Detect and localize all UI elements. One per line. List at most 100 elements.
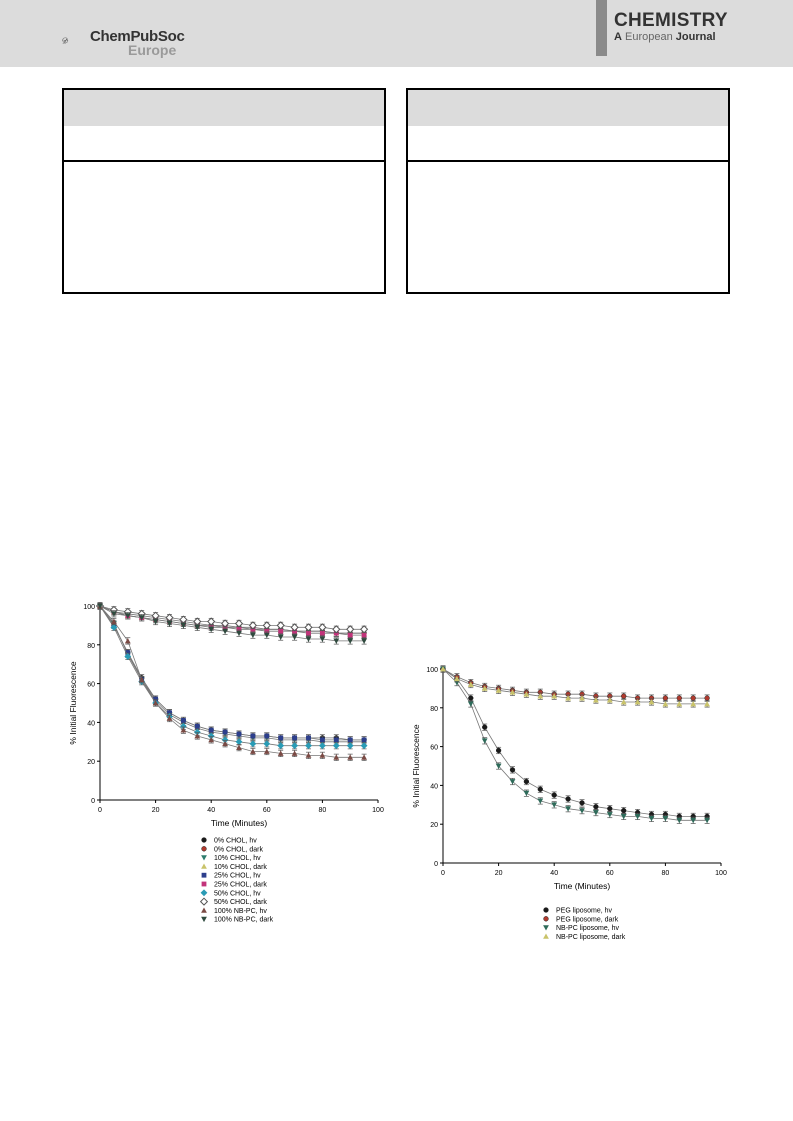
data-point (124, 638, 131, 644)
data-point (662, 701, 669, 707)
data-point (347, 632, 353, 638)
data-point (277, 634, 284, 640)
data-point (305, 752, 312, 758)
data-point (208, 727, 214, 733)
publisher-name: ChemPubSoc (90, 28, 185, 45)
data-point (579, 695, 585, 701)
data-point (360, 742, 368, 750)
data-point (704, 695, 710, 701)
series-1 (440, 665, 710, 702)
data-point (236, 626, 242, 632)
data-point (634, 699, 641, 705)
series-1 (97, 602, 367, 637)
data-point (676, 695, 682, 701)
data-point (152, 700, 159, 706)
legend-label: 0% CHOL, hv (214, 838, 257, 845)
data-point (593, 697, 599, 703)
data-point (606, 697, 613, 703)
data-point (593, 804, 599, 810)
data-point (306, 735, 311, 741)
data-point (495, 763, 502, 769)
data-point (138, 615, 145, 621)
data-point (276, 621, 285, 630)
data-point (523, 778, 530, 785)
series-9 (97, 602, 367, 645)
data-point (180, 623, 187, 629)
y-tick-label: 40 (430, 783, 438, 790)
data-point (467, 701, 474, 707)
data-point (194, 624, 201, 631)
data-point (166, 715, 173, 721)
data-point (305, 636, 312, 642)
journal-a: A (614, 31, 622, 43)
data-point (509, 689, 516, 695)
series-0 (440, 665, 710, 820)
data-point (138, 676, 145, 683)
data-point (333, 737, 339, 743)
legend-label: 25% CHOL, hv (214, 873, 261, 880)
data-point (207, 617, 216, 626)
data-point (648, 815, 655, 822)
panel-divider (408, 160, 728, 162)
data-point (220, 619, 230, 628)
data-point (222, 740, 228, 747)
data-point (263, 740, 271, 748)
data-point (607, 806, 613, 812)
data-point (523, 691, 530, 697)
data-point (236, 731, 242, 737)
x-tick-label: 20 (495, 870, 503, 877)
data-point (207, 732, 215, 740)
data-point (704, 701, 710, 707)
data-point (621, 693, 627, 699)
data-point (634, 814, 641, 820)
journal-title: CHEMISTRY (614, 10, 728, 31)
data-point (440, 666, 446, 672)
x-tick-label: 20 (152, 807, 160, 814)
fit-curve (99, 605, 365, 758)
y-tick-label: 60 (430, 745, 438, 752)
data-point (361, 638, 367, 644)
y-tick-label: 20 (430, 822, 438, 829)
data-point (320, 737, 325, 743)
data-point (166, 621, 173, 627)
data-point (181, 718, 186, 723)
data-point (347, 737, 353, 743)
data-point (648, 699, 655, 705)
data-point (621, 807, 627, 814)
data-point (454, 680, 460, 686)
panel-divider (64, 160, 384, 162)
data-point (333, 754, 340, 760)
legend-marker (201, 872, 207, 878)
series-7 (95, 601, 369, 634)
data-point (263, 632, 270, 638)
data-point (537, 693, 544, 699)
y-tick-label: 20 (87, 759, 95, 766)
data-point (620, 814, 627, 820)
data-point (318, 623, 327, 632)
x-tick-label: 100 (372, 807, 384, 814)
x-tick-label: 80 (319, 807, 327, 814)
fit-curve (442, 668, 708, 817)
data-point (579, 808, 585, 814)
data-point (111, 618, 117, 624)
data-point (565, 796, 571, 802)
data-point (454, 675, 460, 682)
data-point (320, 630, 325, 636)
data-point (264, 628, 270, 634)
legend-label: 100% NB-PC, hv (214, 908, 267, 915)
legend-marker (201, 881, 207, 887)
data-point (277, 750, 284, 756)
data-point (305, 742, 312, 750)
legend-label: PEG liposome, dark (556, 916, 619, 923)
data-point (97, 603, 103, 609)
series-3 (97, 602, 367, 637)
data-point (208, 736, 215, 743)
legend-label: 10% CHOL, hv (214, 855, 261, 862)
data-point (208, 626, 215, 633)
data-point (180, 727, 187, 733)
series-5 (97, 602, 367, 639)
series-3 (440, 665, 710, 708)
legend-marker (543, 907, 549, 913)
y-tick-label: 80 (87, 643, 95, 650)
data-point (690, 817, 697, 824)
